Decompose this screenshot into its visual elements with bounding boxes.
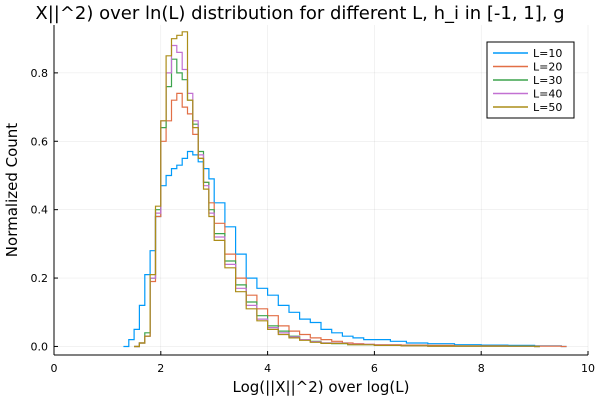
x-axis-label: Log(||X||^2) over log(L) [232, 378, 409, 396]
x-tick-label: 4 [264, 362, 271, 375]
x-tick-label: 0 [51, 362, 58, 375]
legend: L=10L=20L=30L=40L=50 [486, 41, 575, 119]
y-tick-label: 0.6 [31, 135, 49, 148]
legend-label: L=30 [533, 74, 562, 87]
x-tick-label: 2 [157, 362, 164, 375]
x-tick-label: 8 [478, 362, 485, 375]
y-tick-label: 0.4 [31, 204, 49, 217]
y-tick-label: 0.0 [31, 340, 49, 353]
series-line-l-50 [134, 31, 540, 348]
legend-label: L=40 [533, 88, 562, 101]
y-axis-label: Normalized Count [3, 123, 21, 257]
legend-box [486, 41, 575, 119]
y-tick-labels: 0.0 0.2 0.4 0.6 0.8 [31, 67, 58, 353]
series-layer [123, 31, 567, 348]
y-tick-label: 0.8 [31, 67, 49, 80]
legend-label: L=20 [533, 61, 562, 74]
x-tick-label: 6 [371, 362, 378, 375]
chart-title: X||^2) over ln(L) distribution for diffe… [35, 3, 564, 24]
legend-label: L=10 [533, 47, 562, 60]
x-tick-labels: 0 2 4 6 8 10 [51, 351, 595, 375]
plot-frame [53, 25, 588, 356]
y-tick-label: 0.2 [31, 272, 49, 285]
legend-label: L=50 [533, 101, 562, 114]
x-tick-label: 10 [581, 362, 595, 375]
